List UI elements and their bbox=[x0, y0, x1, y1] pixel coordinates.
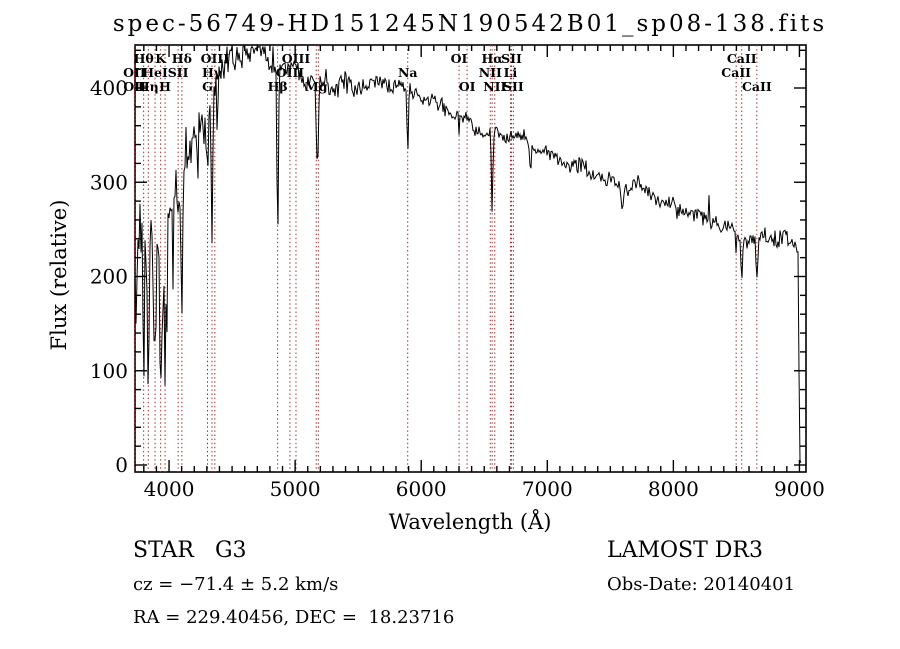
spectral-line-label: Hα bbox=[481, 51, 503, 66]
obsdate-text: Obs-Date: 20140401 bbox=[607, 574, 795, 595]
radec-text: RA = 229.40456, DEC = 18.23716 bbox=[133, 607, 454, 628]
x-tick-label: 4000 bbox=[144, 477, 195, 501]
spectral-line-label: Mg bbox=[305, 79, 328, 94]
spectral-line-label: NII bbox=[479, 65, 502, 80]
spectral-line-label: HeI bbox=[142, 65, 168, 80]
spectral-line-label: Hδ bbox=[172, 51, 192, 66]
chart-title: spec-56749-HD151245N190542B01_sp08-138.f… bbox=[113, 11, 827, 37]
spectral-line-label: CaII bbox=[721, 65, 751, 80]
axis-tick-labels: 4000 5000 6000 7000 8000 9000 0 100 200 300 400 bbox=[90, 76, 825, 501]
spectral-line-label: OI bbox=[459, 79, 476, 94]
classification-text: STAR G3 bbox=[133, 538, 247, 563]
y-axis-label: Flux (relative) bbox=[47, 200, 71, 351]
spectral-line-label: Hη bbox=[138, 79, 159, 94]
x-tick-label: 8000 bbox=[648, 477, 699, 501]
axis-ticks bbox=[135, 45, 806, 472]
spectral-line-label: OI bbox=[451, 51, 468, 66]
y-tick-label: 0 bbox=[115, 453, 128, 477]
spectral-line-label: SII bbox=[168, 65, 189, 80]
spectral-line-label: Hγ bbox=[202, 65, 223, 80]
cz-text: cz = −71.4 ± 5.2 km/s bbox=[133, 574, 338, 595]
x-tick-label: 6000 bbox=[396, 477, 447, 501]
spectral-line-label: OII bbox=[123, 79, 146, 94]
spectral-line-label: NII bbox=[483, 79, 506, 94]
spectral-line-label: Li bbox=[504, 65, 518, 80]
x-tick-label: 5000 bbox=[270, 477, 321, 501]
spectrum-trace bbox=[134, 45, 802, 463]
y-tick-label: 400 bbox=[90, 76, 128, 100]
spectral-line-label: SII bbox=[501, 51, 522, 66]
y-tick-label: 300 bbox=[90, 170, 128, 194]
spectral-line-label: CaII bbox=[742, 79, 772, 94]
plot-border bbox=[134, 44, 807, 473]
spectral-line-label: K bbox=[155, 51, 167, 66]
spectral-line-label: SII bbox=[503, 79, 524, 94]
spectral-line-label: Na bbox=[398, 65, 418, 80]
survey-text: LAMOST DR3 bbox=[607, 538, 763, 563]
y-tick-label: 100 bbox=[90, 359, 128, 383]
spectral-line-label: OIII bbox=[282, 51, 311, 66]
spectral-line-label: CaII bbox=[727, 51, 757, 66]
spectral-line-label: Hβ bbox=[268, 79, 288, 94]
y-tick-label: 200 bbox=[90, 265, 128, 289]
spectral-line-label: G bbox=[202, 79, 213, 94]
x-axis-label: Wavelength (Å) bbox=[389, 509, 552, 534]
x-tick-label: 7000 bbox=[522, 477, 573, 501]
spectral-line-label: Hθ bbox=[134, 51, 154, 66]
spectrum-trace-group bbox=[134, 45, 802, 463]
x-tick-label: 9000 bbox=[774, 477, 825, 501]
spectral-line-label: H bbox=[159, 79, 171, 94]
